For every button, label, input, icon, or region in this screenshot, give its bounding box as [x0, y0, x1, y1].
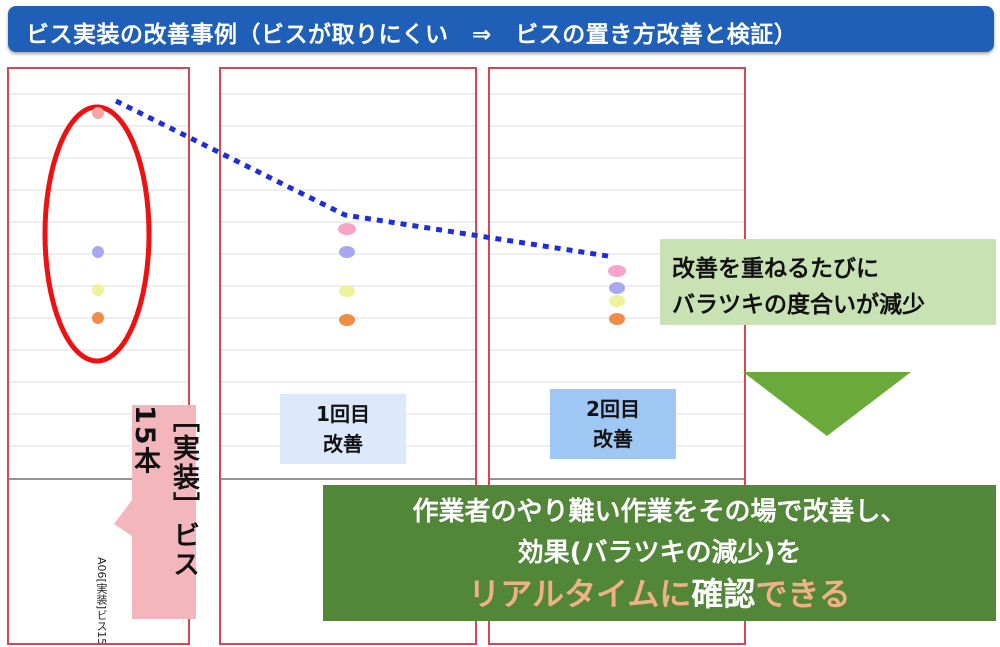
down-arrow-icon [743, 372, 911, 436]
page-title: ビス実装の改善事例（ビスが取りにくい ⇒ ビスの置き方改善と検証） [26, 22, 798, 48]
banner-line-3: リアルタイムに確認できる [323, 569, 996, 615]
data-point-orange [92, 312, 104, 324]
improvement-1-label: 1回目 改善 [280, 394, 406, 464]
data-point-purple [339, 246, 355, 258]
data-point-yellow [609, 295, 625, 307]
label-line: 改善 [593, 427, 633, 451]
conclusion-banner: 作業者のやり難い作業をその場で改善し、 効果(バラツキの減少)を リアルタイムに… [323, 485, 996, 621]
axis-category-label: A06[実装]ビス15本 [95, 557, 108, 645]
variance-ellipse [42, 104, 152, 364]
banner-line-1: 作業者のやり難い作業をその場で改善し、 [412, 497, 907, 527]
trend-line [114, 98, 615, 260]
data-point-purple [92, 246, 104, 258]
label-line: 改善 [323, 432, 363, 456]
data-point-orange [339, 314, 355, 326]
callout-pointer [114, 500, 132, 536]
improvement-note: 改善を重ねるたびに バラツキの度合いが減少 [660, 239, 996, 325]
label-line: 2回目 [586, 397, 640, 421]
note-line-2: バラツキの度合いが減少 [672, 292, 925, 318]
data-point-pink [92, 107, 104, 119]
data-point-pink [338, 223, 356, 235]
data-point-yellow [92, 284, 104, 296]
callout-text: ［実装］ビス15本 [129, 405, 199, 579]
data-point-pink [608, 265, 626, 277]
banner-line-2: 効果(バラツキの減少)を [517, 538, 802, 568]
data-point-purple [609, 282, 625, 294]
banner-highlight-tail: できる [755, 575, 851, 613]
data-point-yellow [339, 285, 355, 297]
banner-emphasis: 確認 [691, 575, 756, 613]
note-line-1: 改善を重ねるたびに [672, 256, 879, 282]
banner-highlight: リアルタイムに [468, 575, 692, 613]
data-point-orange [609, 313, 625, 325]
gridlines [9, 93, 188, 480]
label-line: 1回目 [316, 402, 370, 426]
title-bar: ビス実装の改善事例（ビスが取りにくい ⇒ ビスの置き方改善と検証） [8, 6, 994, 52]
improvement-2-label: 2回目 改善 [550, 389, 676, 459]
gridlines [490, 93, 744, 480]
screw-count-callout: ［実装］ビス15本 [129, 405, 199, 619]
